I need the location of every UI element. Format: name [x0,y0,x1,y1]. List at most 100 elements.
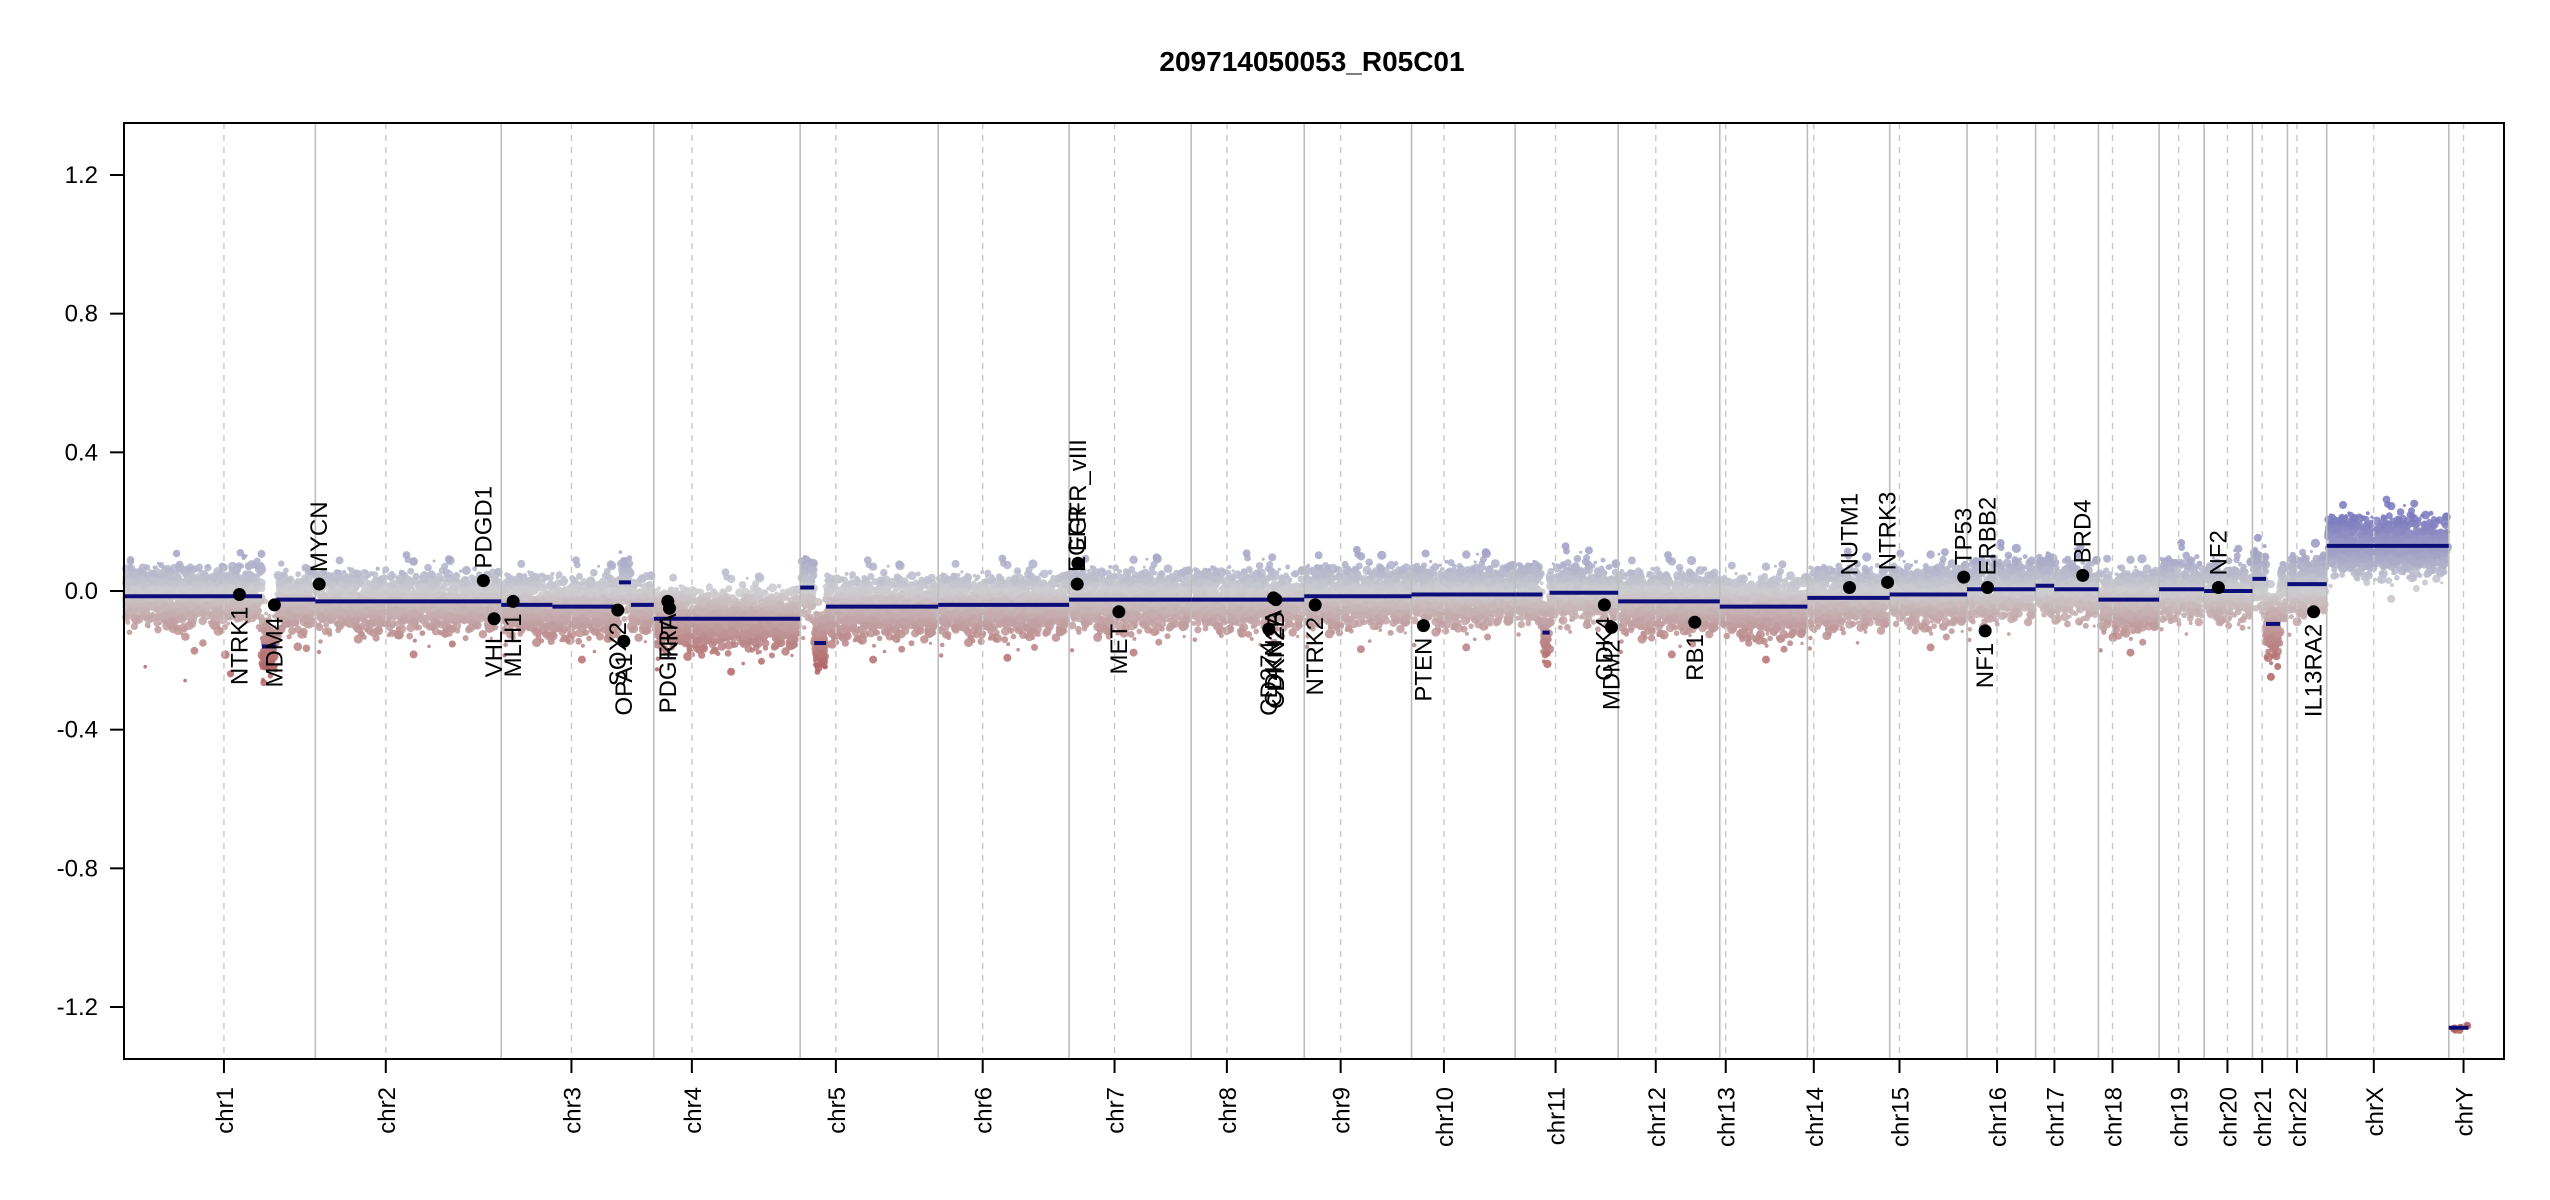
probe-point [386,571,396,581]
probe-point [126,555,135,564]
probe-point [592,649,597,654]
probe-point [541,573,546,578]
probe-point [555,595,562,603]
probe-point [199,609,207,618]
probe-point [626,555,633,561]
probe-point [406,583,413,591]
probe-point [346,616,351,620]
probe-point [586,580,593,587]
probe-point [293,604,303,614]
probe-point [236,549,244,557]
probe-point [559,628,564,633]
probe-point [374,626,384,636]
probe-point [327,613,331,617]
probe-point [216,586,224,595]
probe-point [175,615,183,623]
probe-point [176,590,180,595]
probe-point [548,631,558,641]
probe-point [541,631,546,636]
probe-point [626,567,634,575]
probe-point [472,622,477,628]
probe-point [533,587,538,592]
probe-point [152,585,158,590]
probe-point [130,614,136,619]
probe-point [582,632,587,636]
probe-point [584,621,591,627]
probe-point [441,562,449,570]
probe-point [606,560,615,569]
probe-point [388,606,392,611]
probe-point [157,581,163,587]
probe-point [246,589,250,594]
probe-point [565,591,572,597]
probe-point [158,621,162,626]
probe-point [146,591,151,595]
probe-point [163,564,172,573]
probe-point [199,581,205,587]
probe-point [127,607,135,615]
probe-point [629,607,634,613]
probe-point [432,617,437,623]
probe-point [589,568,598,577]
probe-point [363,607,370,615]
probe-point [233,579,239,585]
probe-point [166,617,175,627]
probe-point [542,583,549,591]
probe-point [550,581,557,589]
probe-point [369,581,378,591]
probe-point [633,592,638,597]
probe-point [154,626,162,634]
probe-point [283,567,289,574]
probe-point [559,577,568,586]
probe-point [337,614,344,621]
probe-point [621,616,628,622]
probe-point [459,607,467,615]
probe-point [170,583,175,587]
probe-point [226,670,235,678]
probe-point [175,575,183,582]
probe-point [303,634,307,639]
probe-point [388,579,398,589]
probe-point [303,621,311,629]
probe-point [172,549,181,558]
probe-point [623,572,629,579]
probe-points [121,495,2472,1034]
probe-point [510,576,521,586]
probe-point [451,574,459,583]
probe-point [575,637,583,645]
probe-point [245,572,254,581]
probe-point [405,590,414,598]
probe-point [326,580,336,589]
probe-point [285,611,292,618]
probe-point [239,564,244,569]
probe-point [130,585,134,589]
probe-point [316,622,322,628]
probe-point [444,572,449,578]
probe-point [586,635,592,642]
probe-point [636,589,643,595]
probe-point [352,574,356,578]
probe-point [450,584,458,592]
probe-point [547,615,553,621]
probe-point [202,601,212,610]
probe-point [440,584,446,590]
probe-point [444,612,454,622]
probe-point [422,621,429,628]
probe-point [621,560,629,568]
probe-point [253,557,261,565]
probe-point [424,594,429,599]
probe-point [371,571,379,578]
probe-point [329,593,333,597]
probe-point [183,577,189,582]
probe-point [332,607,340,615]
probe-point [185,585,194,594]
probe-point [537,584,542,588]
probe-point [466,590,475,599]
probe-point [634,633,643,642]
probe-point [377,575,387,584]
probe-point [406,632,414,640]
probe-point [565,635,575,645]
probe-point [170,575,174,580]
probe-point [564,611,569,616]
